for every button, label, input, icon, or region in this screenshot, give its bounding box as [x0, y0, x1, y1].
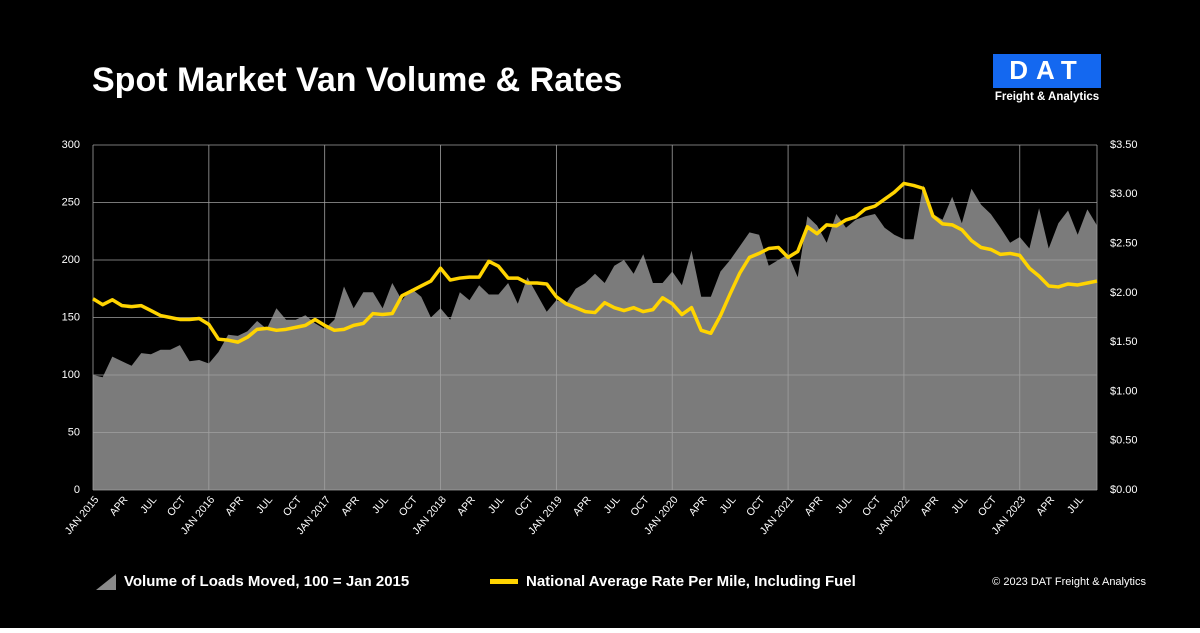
- y-tick-label: 150: [62, 311, 80, 323]
- y2-tick-label: $1.00: [1110, 385, 1138, 397]
- y2-tick-label: $2.50: [1110, 237, 1138, 249]
- rate-line: [92, 181, 1098, 344]
- legend-swatch-line: [490, 579, 518, 584]
- logo: DAT: [1009, 55, 1085, 85]
- legend-label: Volume of Loads Moved, 100 = Jan 2015: [124, 573, 409, 590]
- logo-subtitle: Freight & Analytics: [995, 91, 1099, 103]
- copyright: © 2023 DAT Freight & Analytics: [992, 576, 1146, 588]
- logo-box: [993, 54, 1101, 88]
- y2-tick-label: $0.00: [1110, 484, 1138, 496]
- y2-tick-label: $3.50: [1110, 139, 1138, 151]
- volume-area: [93, 185, 1097, 490]
- y-tick-label: 0: [74, 484, 80, 496]
- y-tick-label: 250: [62, 196, 80, 208]
- chart-title: Spot Market Van Volume & Rates: [92, 61, 622, 99]
- y-tick-label: 50: [68, 426, 80, 438]
- legend-label: National Average Rate Per Mile, Includin…: [526, 573, 856, 590]
- y2-tick-label: $0.50: [1110, 435, 1138, 447]
- y2-tick-label: $3.00: [1110, 188, 1138, 200]
- y2-tick-label: $1.50: [1110, 336, 1138, 348]
- y-tick-label: 200: [62, 254, 80, 266]
- legend-swatch-area: [96, 574, 116, 590]
- y2-tick-label: $2.00: [1110, 287, 1138, 299]
- y-tick-label: 300: [62, 139, 80, 151]
- y-tick-label: 100: [62, 369, 80, 381]
